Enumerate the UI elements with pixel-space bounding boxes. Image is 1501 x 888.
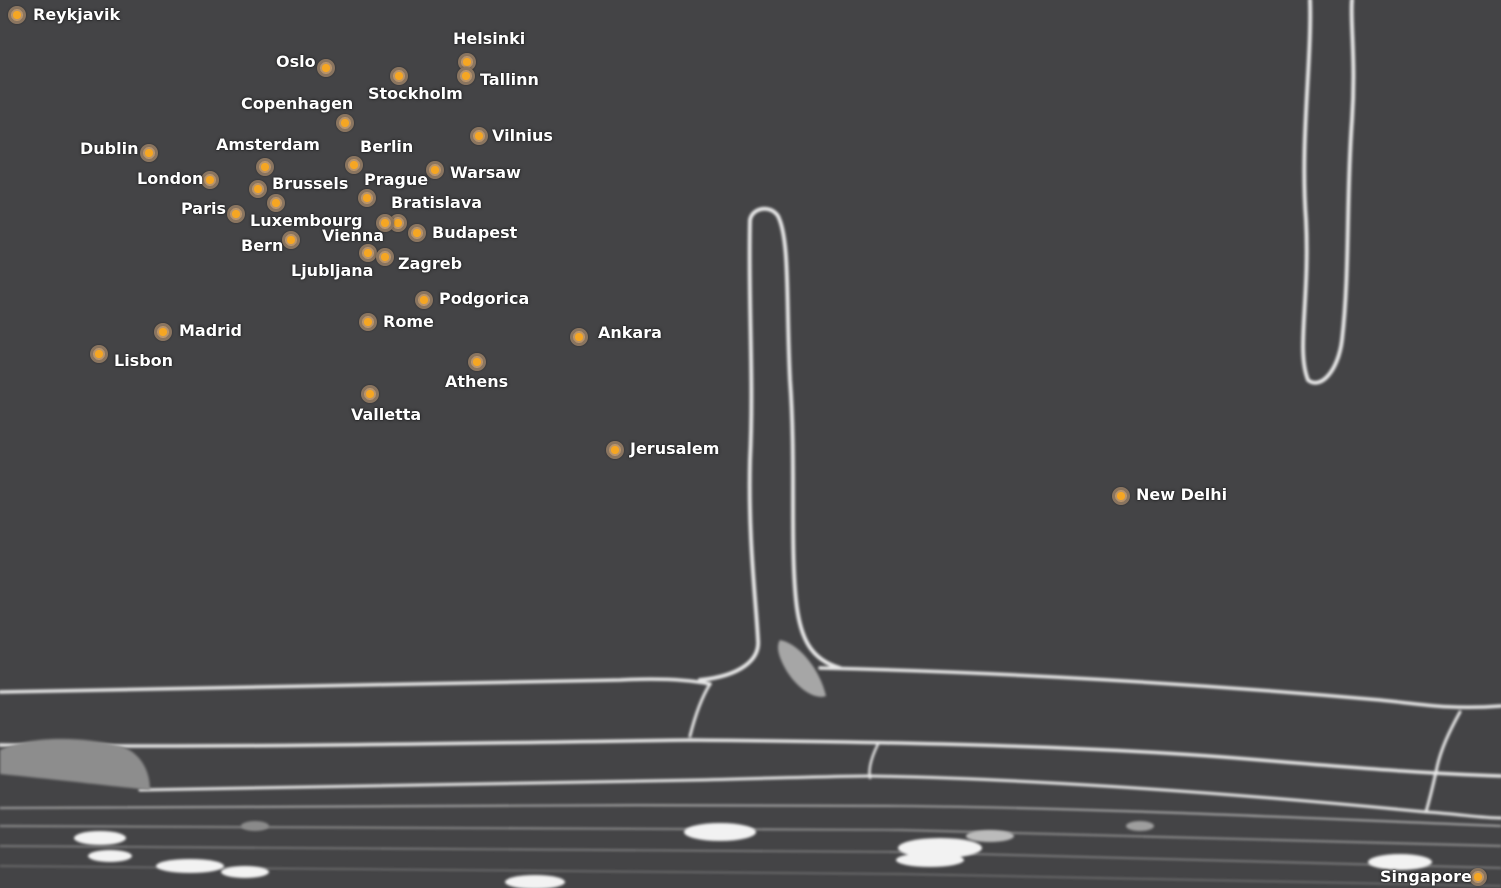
city-label-bern: Bern	[241, 236, 284, 255]
city-dot-icon[interactable]	[282, 231, 300, 249]
city-label-jerusalem: Jerusalem	[630, 439, 720, 458]
city-dot-icon[interactable]	[1112, 487, 1130, 505]
city-label-new-delhi: New Delhi	[1136, 485, 1228, 504]
city-dot-icon[interactable]	[345, 156, 363, 174]
city-label-athens: Athens	[445, 372, 509, 391]
city-dot-icon[interactable]	[458, 53, 476, 71]
city-dot-icon[interactable]	[267, 194, 285, 212]
city-dot-icon[interactable]	[389, 214, 407, 232]
city-label-valletta: Valletta	[351, 405, 422, 424]
city-dot-icon[interactable]	[336, 114, 354, 132]
city-label-ankara: Ankara	[598, 323, 662, 342]
city-label-singapore: Singapore	[1380, 867, 1472, 886]
city-dot-icon[interactable]	[201, 171, 219, 189]
city-dot-icon[interactable]	[570, 328, 588, 346]
city-dot-icon[interactable]	[376, 214, 394, 232]
city-dot-icon[interactable]	[415, 291, 433, 309]
city-label-stockholm: Stockholm	[368, 84, 463, 103]
city-label-budapest: Budapest	[432, 223, 518, 242]
city-dot-icon[interactable]	[358, 189, 376, 207]
city-label-bratislava: Bratislava	[391, 193, 483, 212]
city-dot-icon[interactable]	[470, 127, 488, 145]
city-dot-icon[interactable]	[390, 67, 408, 85]
city-dot-icon[interactable]	[249, 180, 267, 198]
city-label-warsaw: Warsaw	[450, 163, 521, 182]
city-dot-icon[interactable]	[90, 345, 108, 363]
city-dot-icon[interactable]	[140, 144, 158, 162]
city-dot-icon[interactable]	[426, 161, 444, 179]
city-label-berlin: Berlin	[360, 137, 414, 156]
city-dot-icon[interactable]	[408, 224, 426, 242]
city-dot-icon[interactable]	[468, 353, 486, 371]
city-dot-icon[interactable]	[606, 441, 624, 459]
city-dot-icon[interactable]	[457, 67, 475, 85]
city-dot-icon[interactable]	[256, 158, 274, 176]
city-label-oslo: Oslo	[276, 52, 316, 71]
city-dot-icon[interactable]	[376, 248, 394, 266]
city-label-ljubljana: Ljubljana	[291, 261, 374, 280]
city-label-brussels: Brussels	[272, 174, 349, 193]
city-label-luxembourg: Luxembourg	[250, 211, 363, 230]
city-label-rome: Rome	[383, 312, 434, 331]
city-label-tallinn: Tallinn	[480, 70, 539, 89]
city-label-prague: Prague	[364, 170, 429, 189]
city-dot-icon[interactable]	[227, 205, 245, 223]
city-label-paris: Paris	[181, 199, 226, 218]
city-label-london: London	[137, 169, 204, 188]
city-dot-icon[interactable]	[154, 323, 172, 341]
city-dot-icon[interactable]	[361, 385, 379, 403]
city-label-podgorica: Podgorica	[439, 289, 530, 308]
city-label-copenhagen: Copenhagen	[241, 94, 354, 113]
city-dot-icon[interactable]	[317, 59, 335, 77]
city-dot-icon[interactable]	[359, 313, 377, 331]
city-label-vienna: Vienna	[322, 226, 385, 245]
city-label-lisbon: Lisbon	[114, 351, 174, 370]
city-label-zagreb: Zagreb	[398, 254, 463, 273]
city-label-dublin: Dublin	[80, 139, 139, 158]
city-dot-icon[interactable]	[1469, 868, 1487, 886]
city-dot-icon[interactable]	[359, 244, 377, 262]
city-label-madrid: Madrid	[179, 321, 242, 340]
city-label-reykjavik: Reykjavik	[33, 5, 121, 24]
city-label-amsterdam: Amsterdam	[216, 135, 320, 154]
city-dot-icon[interactable]	[8, 6, 26, 24]
city-label-vilnius: Vilnius	[492, 126, 553, 145]
city-label-helsinki: Helsinki	[453, 29, 526, 48]
